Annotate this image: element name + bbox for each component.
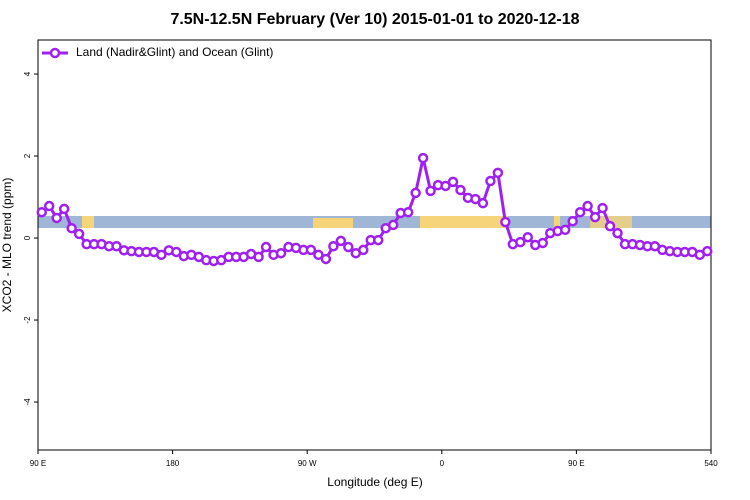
data-point — [597, 202, 608, 214]
data-point — [425, 185, 436, 197]
data-point — [253, 251, 264, 263]
data-point — [410, 187, 421, 199]
data-point — [43, 200, 55, 212]
data-point — [358, 244, 369, 256]
y-tick-label: 4 — [23, 71, 32, 76]
data-point — [387, 219, 399, 231]
x-tick-label: 540 — [704, 459, 718, 468]
data-point — [171, 246, 182, 258]
data-point — [66, 222, 77, 234]
x-axis-label: Longitude (deg E) — [327, 475, 422, 489]
legend-marker — [49, 47, 61, 59]
y-tick-label: 2 — [23, 153, 32, 158]
data-point — [485, 175, 496, 187]
x-tick-label: 90 E — [568, 459, 584, 468]
y-axis-label: XCO2 - MLO trend (ppm) — [0, 178, 14, 313]
data-point — [470, 193, 481, 205]
data-point — [305, 244, 317, 256]
data-point — [582, 200, 593, 212]
data-point — [313, 249, 324, 261]
map-strip — [38, 216, 711, 228]
data-point — [522, 231, 534, 243]
data-point — [73, 228, 85, 240]
data-point — [567, 215, 578, 227]
x-tick-label: 90 E — [30, 459, 46, 468]
data-point — [335, 235, 347, 247]
data-point — [328, 240, 339, 252]
chart-title: 7.5N-12.5N February (Ver 10) 2015-01-01 … — [170, 11, 579, 28]
x-tick-label: 0 — [440, 459, 445, 468]
data-point — [589, 211, 601, 223]
data-point — [156, 249, 167, 261]
data-point — [477, 197, 489, 209]
x-tick-label: 90 W — [298, 459, 317, 468]
data-point — [260, 241, 272, 253]
data-point — [500, 216, 511, 228]
data-point — [275, 247, 287, 259]
data-point — [702, 245, 713, 257]
x-tick-label: 180 — [166, 459, 180, 468]
data-point — [455, 184, 466, 196]
data-point — [612, 227, 623, 239]
legend-label: Land (Nadir&Glint) and Ocean (Glint) — [76, 45, 273, 59]
plot-frame — [37, 39, 712, 451]
data-point — [537, 237, 548, 249]
data-point — [492, 167, 504, 179]
data-point — [372, 234, 384, 246]
data-point — [111, 240, 122, 252]
data-point — [604, 220, 616, 232]
data-point — [36, 206, 47, 218]
data-point — [343, 241, 354, 253]
y-tick-label: -2 — [23, 316, 32, 324]
data-point — [51, 212, 62, 224]
data-point — [440, 180, 451, 192]
y-tick-label: 0 — [23, 235, 32, 240]
data-point — [58, 203, 70, 215]
y-tick-label: -4 — [23, 398, 32, 406]
data-point — [515, 236, 526, 248]
data-point — [402, 206, 414, 218]
data-point — [574, 206, 586, 218]
data-point — [417, 152, 429, 164]
data-point — [320, 253, 332, 265]
data-point — [559, 224, 571, 236]
data-point — [447, 176, 459, 188]
